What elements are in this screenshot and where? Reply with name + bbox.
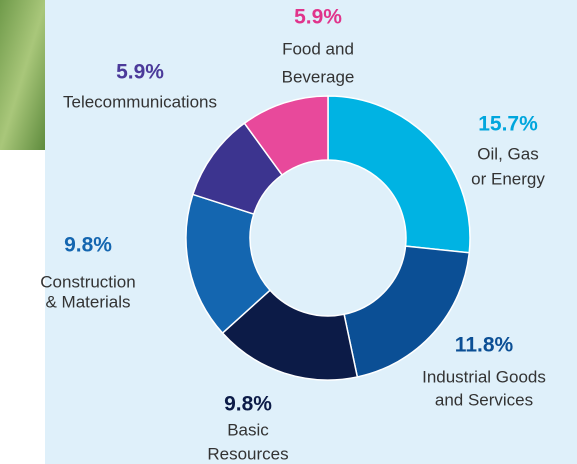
category-label: and Services [435, 390, 533, 409]
value-label: 11.8% [455, 334, 514, 357]
value-label: 15.7% [478, 113, 538, 136]
value-label: 5.9% [116, 61, 164, 84]
panel [45, 0, 577, 464]
category-label: Food and [282, 39, 354, 58]
donut-slice [243, 95, 329, 176]
donut-slice [327, 95, 471, 254]
category-label: Basic [227, 420, 269, 439]
value-label: 9.8% [64, 234, 112, 257]
value-label: 5.9% [294, 6, 342, 29]
category-label: Industrial Goods [422, 367, 546, 386]
category-label: Resources [207, 444, 288, 463]
category-label: Construction [40, 272, 135, 291]
photo [0, 0, 46, 150]
value-label: 9.8% [224, 393, 272, 416]
category-label: or Energy [471, 169, 545, 188]
category-label: Oil, Gas [477, 144, 538, 163]
category-label: Beverage [282, 67, 355, 86]
category-label: Telecommunications [63, 92, 217, 111]
category-label: & Materials [45, 292, 130, 311]
